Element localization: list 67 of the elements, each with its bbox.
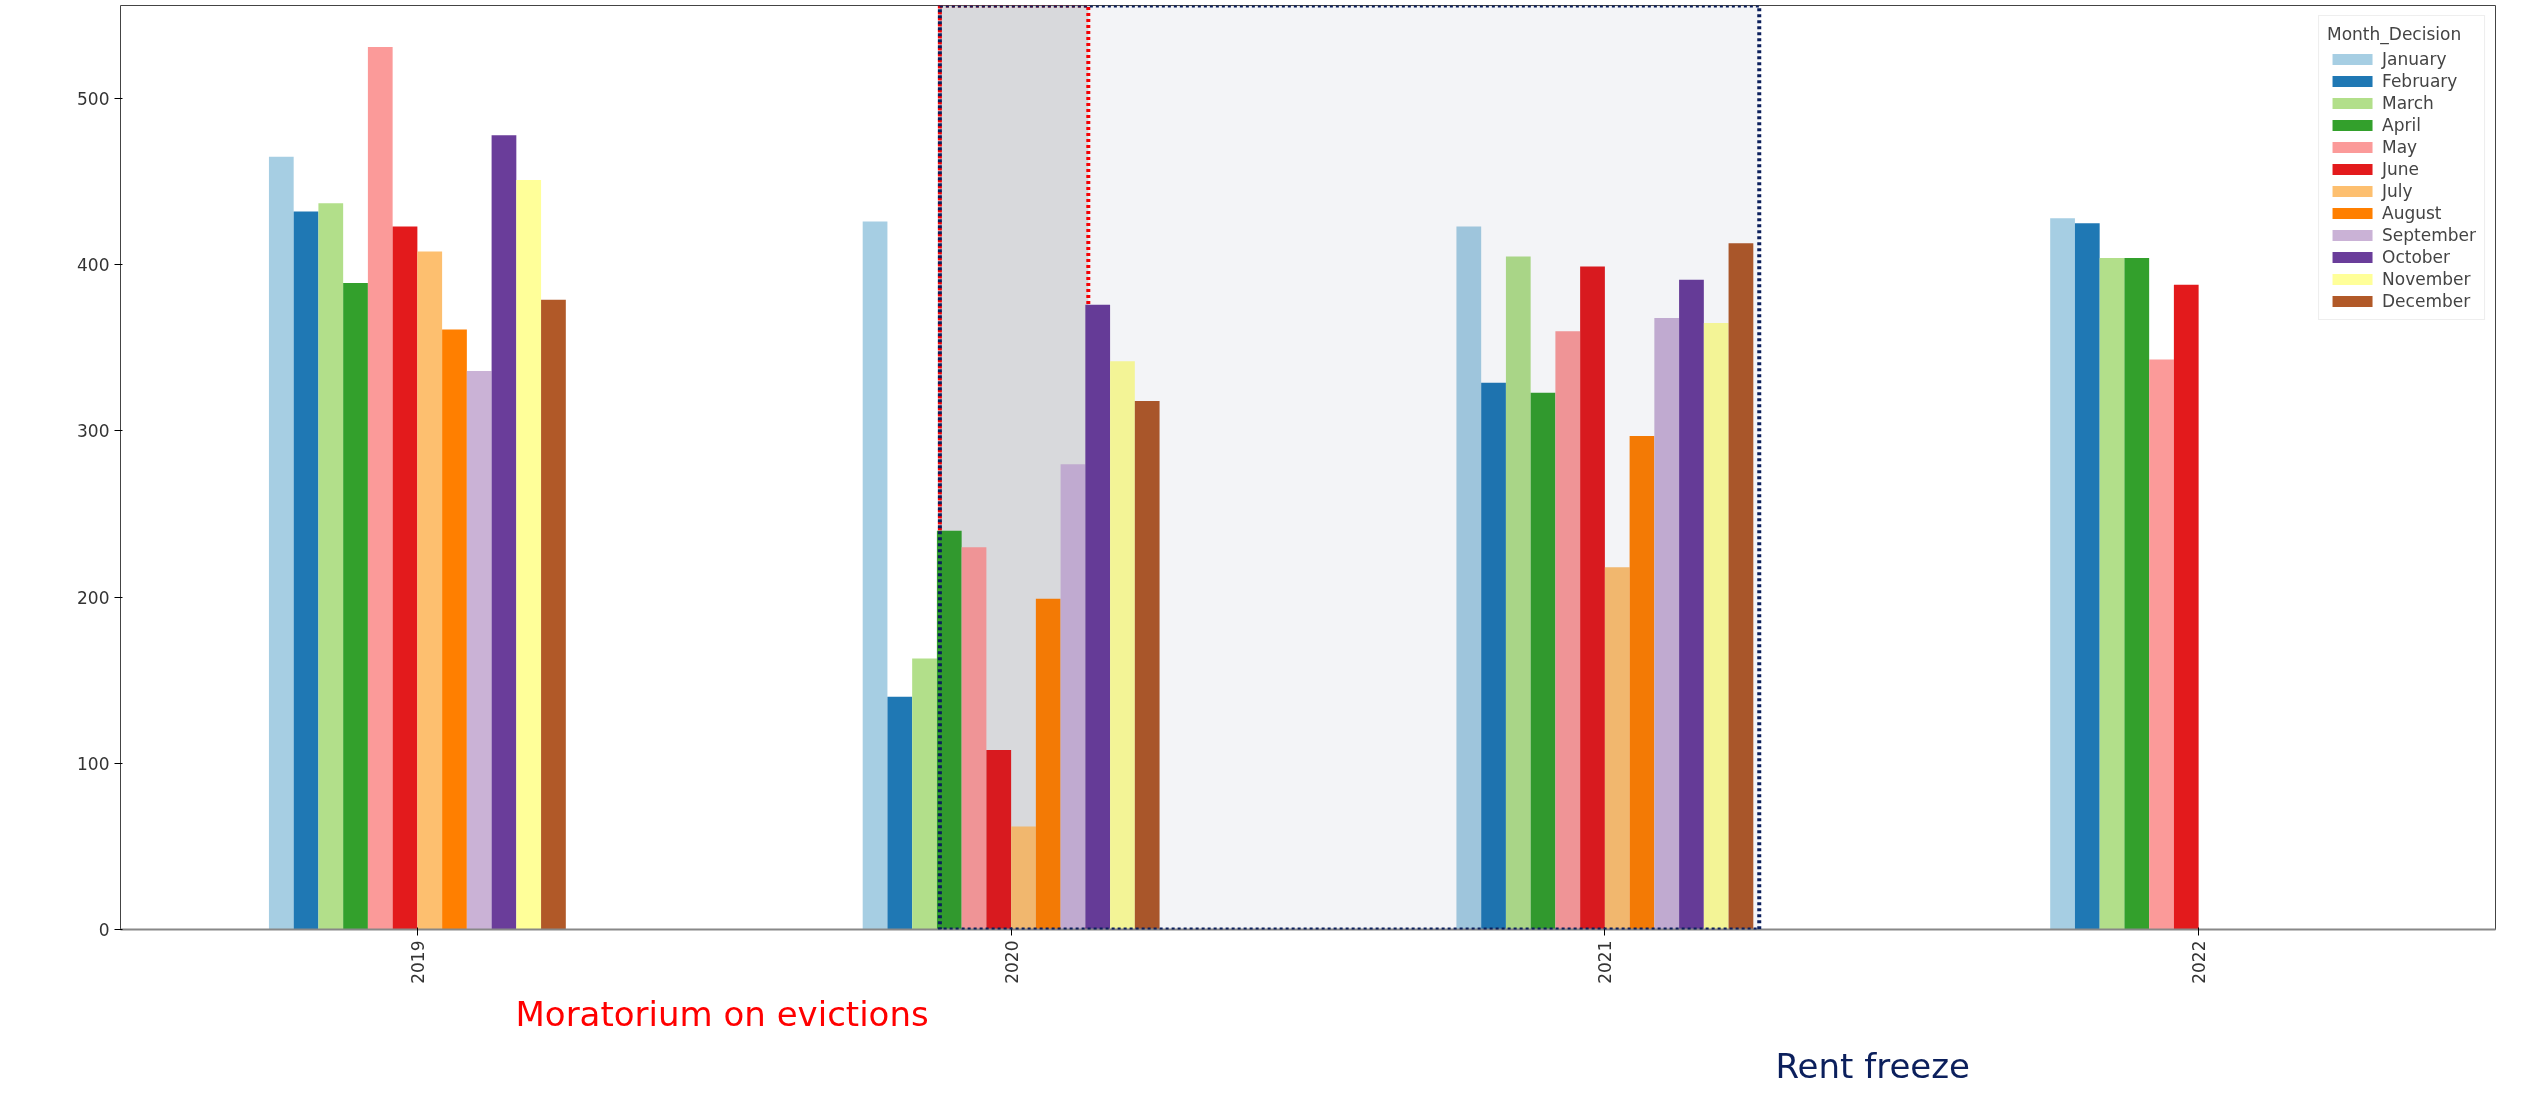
- bar: [417, 251, 443, 930]
- legend-label: August: [2382, 203, 2442, 223]
- legend-label: July: [2382, 181, 2413, 201]
- bar: [2124, 258, 2150, 930]
- bar: [541, 299, 566, 930]
- bar: [318, 203, 344, 930]
- bar: [2149, 359, 2174, 930]
- bar: [1481, 382, 1506, 930]
- bar: [1654, 317, 1680, 930]
- legend-label: March: [2382, 93, 2434, 113]
- bar: [887, 696, 913, 930]
- legend-label: January: [2382, 49, 2447, 69]
- bar: [1703, 322, 1729, 930]
- legend-label: October: [2382, 247, 2451, 267]
- bar: [912, 658, 937, 930]
- y-tick-label: 300: [77, 421, 110, 442]
- x-tick-label: 2022: [2189, 940, 2210, 984]
- bar: [986, 750, 1012, 930]
- bar: [293, 211, 319, 930]
- bar: [1580, 266, 1605, 930]
- bar: [1530, 392, 1556, 930]
- bar: [1110, 361, 1135, 930]
- legend-label: April: [2382, 115, 2421, 135]
- bar: [961, 547, 987, 930]
- bar: [1629, 435, 1655, 930]
- bar: [1456, 226, 1482, 930]
- bar: [1060, 464, 1086, 930]
- bar: [1555, 331, 1581, 930]
- legend-label: June: [2382, 159, 2420, 179]
- legend-label: September: [2382, 225, 2476, 245]
- bar: [442, 329, 467, 930]
- bar: [343, 283, 368, 930]
- bar: [1679, 279, 1704, 930]
- bar: [491, 135, 517, 930]
- bar: [1035, 598, 1061, 930]
- bar: [392, 226, 418, 930]
- bar: [268, 156, 294, 930]
- y-tick-label: 500: [77, 89, 110, 110]
- legend-label: February: [2382, 71, 2458, 91]
- legend-title: Month_Decision: [2327, 24, 2463, 44]
- bar: [2050, 218, 2075, 930]
- bar: [1134, 401, 1160, 930]
- bar: [1604, 567, 1630, 930]
- y-tick-label: 0: [98, 920, 110, 940]
- band-label: Rent freeze: [1775, 1045, 1971, 1086]
- y-tick-label: 200: [77, 587, 110, 608]
- bar: [1505, 256, 1531, 930]
- bar: [1011, 826, 1036, 930]
- x-tick-label: 2019: [407, 940, 428, 984]
- bar: [2173, 284, 2199, 930]
- x-tick-label: 2021: [1595, 940, 1616, 984]
- y-tick-label: 400: [77, 255, 110, 276]
- bar: [516, 180, 542, 930]
- x-tick-label: 2020: [1001, 940, 1022, 984]
- legend-label: November: [2382, 269, 2471, 289]
- bar: [1085, 304, 1111, 930]
- bar: [936, 530, 962, 930]
- legend-label: December: [2382, 291, 2471, 311]
- bar: [466, 371, 492, 930]
- legend-label: May: [2382, 137, 2418, 157]
- bar: [367, 47, 393, 930]
- bar: [2074, 223, 2100, 930]
- bar: [2099, 258, 2125, 930]
- bar: [862, 221, 888, 930]
- band-label: Moratorium on evictions: [515, 993, 929, 1034]
- bar: [1728, 243, 1754, 930]
- y-tick-label: 100: [77, 753, 110, 774]
